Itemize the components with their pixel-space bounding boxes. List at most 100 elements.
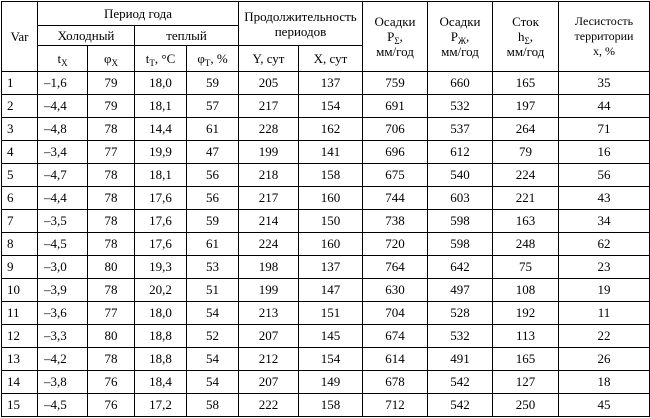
table-cell: 56	[558, 163, 650, 187]
table-cell: 532	[427, 324, 494, 348]
table-cell: 151	[297, 301, 364, 325]
table-row: 14 –3,8 76 18,4 54 207 149 678 542 127 18	[1, 370, 650, 394]
table-cell: 264	[492, 117, 560, 141]
header-cell: Осадки PΣ, мм/год	[362, 1, 429, 72]
symbol-suffix: , %	[599, 44, 616, 58]
header-cell: Лесистость территории x, %	[558, 1, 650, 72]
table-cell: 542	[427, 393, 494, 417]
table-cell: 61	[186, 232, 239, 256]
table-cell: 207	[238, 324, 299, 348]
table-cell: 79	[87, 94, 135, 118]
table-cell: 222	[238, 393, 299, 417]
table-body: 1 –1,6 79 18,0 59 205 137 759 660 165 35 2 –4,4 79 18,…	[1, 71, 650, 417]
table-cell: 14	[1, 370, 38, 394]
symbol: t	[57, 51, 62, 66]
table-row: 15 –4,5 76 17,2 58 222 158 712 542 250 45	[1, 393, 650, 417]
header-row: Var Период года Продолжительность периодов…	[1, 1, 650, 72]
table-cell: 150	[297, 209, 364, 233]
table-cell: 660	[427, 71, 494, 95]
table-cell: 79	[87, 71, 135, 95]
subscript: Х	[111, 58, 119, 68]
table-cell: 4	[1, 140, 38, 164]
table-cell: 45	[558, 393, 650, 417]
table-cell: 18,1	[134, 163, 187, 187]
table-cell: 18,1	[134, 94, 187, 118]
header-unit: мм/год	[376, 44, 414, 59]
header-cell: tТ, °С	[134, 45, 187, 72]
table-cell: –3,5	[37, 209, 88, 233]
subscript: Σ	[524, 36, 530, 46]
table-cell: 497	[427, 278, 494, 302]
table-cell: 3	[1, 117, 38, 141]
table-header: Var Период года Продолжительность периодов…	[1, 1, 650, 72]
table-cell: 17,2	[134, 393, 187, 417]
table-cell: 61	[186, 117, 239, 141]
table-cell: 248	[492, 232, 560, 256]
header-cell: теплый	[134, 25, 239, 46]
table-cell: 54	[186, 347, 239, 371]
header-cell: Y, сут	[238, 45, 299, 72]
table-cell: 218	[238, 163, 299, 187]
table-row: 7 –3,5 78 17,6 59 214 150 738 598 163 34	[1, 209, 650, 233]
symbol: t	[145, 51, 150, 66]
table-cell: 158	[297, 163, 364, 187]
table-cell: –3,0	[37, 255, 88, 279]
header-cell: Сток hΣ, мм/год	[492, 1, 560, 72]
table-cell: –4,2	[37, 347, 88, 371]
table-cell: 80	[87, 324, 135, 348]
table-cell: 540	[427, 163, 494, 187]
table-cell: 76	[87, 370, 135, 394]
header-title: Осадки	[374, 14, 416, 29]
table-cell: 165	[492, 71, 560, 95]
table-cell: 675	[362, 163, 429, 187]
table-cell: 11	[558, 301, 650, 325]
table-cell: 744	[362, 186, 429, 210]
table-cell: 228	[238, 117, 299, 141]
table-cell: 71	[558, 117, 650, 141]
table-cell: 720	[362, 232, 429, 256]
table-cell: 79	[492, 140, 560, 164]
table-cell: 598	[427, 209, 494, 233]
table-cell: 199	[238, 140, 299, 164]
table-cell: 78	[87, 232, 135, 256]
symbol: Y, сут	[252, 51, 285, 66]
table-cell: 113	[492, 324, 560, 348]
table-cell: 47	[186, 140, 239, 164]
table-cell: 137	[297, 255, 364, 279]
table-cell: 127	[492, 370, 560, 394]
table-cell: 43	[558, 186, 650, 210]
table-cell: 160	[297, 186, 364, 210]
table-cell: 630	[362, 278, 429, 302]
symbol: P	[387, 29, 395, 44]
table-cell: 197	[492, 94, 560, 118]
table-cell: –4,7	[37, 163, 88, 187]
table-cell: –4,4	[37, 186, 88, 210]
table-cell: 23	[558, 255, 650, 279]
table-cell: 11	[1, 301, 38, 325]
table-cell: –3,3	[37, 324, 88, 348]
table-cell: –1,6	[37, 71, 88, 95]
table-cell: 58	[186, 393, 239, 417]
symbol: x	[593, 44, 600, 58]
table-row: 2 –4,4 79 18,1 57 217 154 691 532 197 44	[1, 94, 650, 118]
header-title: Лесистость территории	[574, 14, 634, 43]
table-cell: 22	[558, 324, 650, 348]
table-row: 8 –4,5 78 17,6 61 224 160 720 598 248 62	[1, 232, 650, 256]
table-cell: 165	[492, 347, 560, 371]
table-cell: 691	[362, 94, 429, 118]
table-cell: 528	[427, 301, 494, 325]
header-cell: Var	[1, 1, 38, 72]
header-row: tХ φХ tТ, °С φТ, % Y, сут X, сут	[2, 45, 650, 72]
table-cell: 19	[558, 278, 650, 302]
table-cell: 532	[427, 94, 494, 118]
table-cell: 217	[238, 94, 299, 118]
table-cell: 62	[558, 232, 650, 256]
table-cell: 17,6	[134, 232, 187, 256]
table-cell: 78	[87, 186, 135, 210]
table-cell: 18,0	[134, 71, 187, 95]
table-cell: 759	[362, 71, 429, 95]
header-title: Сток	[512, 14, 539, 29]
table-cell: 80	[87, 255, 135, 279]
table-cell: 34	[558, 209, 650, 233]
